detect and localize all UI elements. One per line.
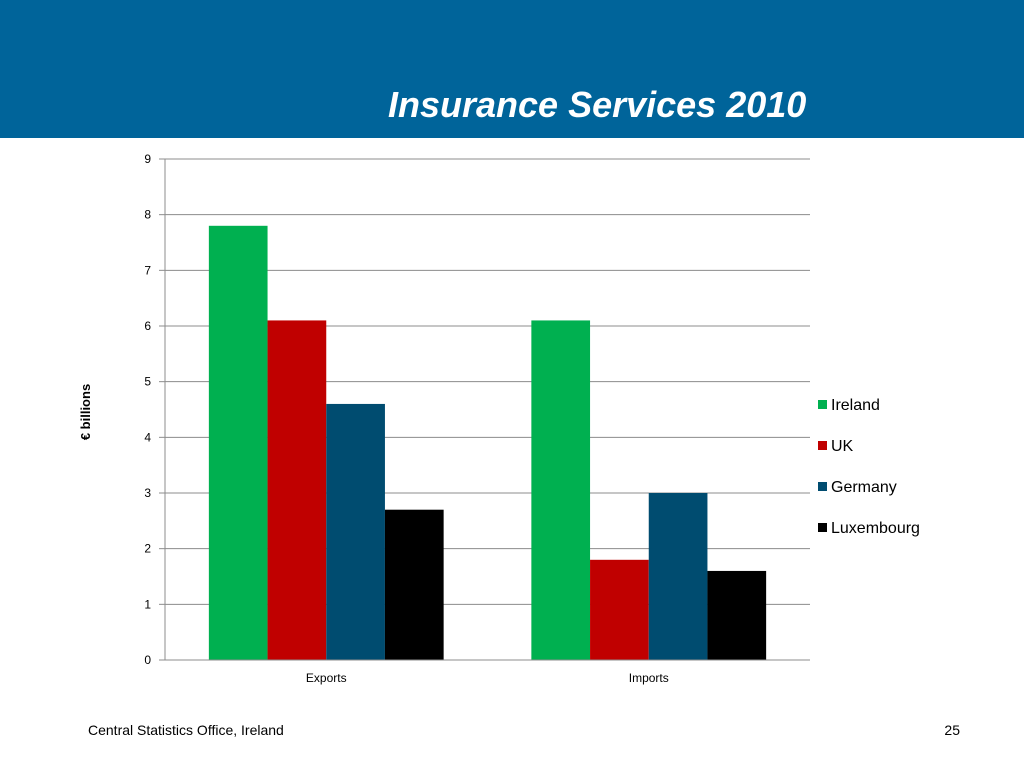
y-tick-label: 2	[144, 542, 151, 556]
legend-label-germany: Germany	[831, 479, 897, 496]
y-tick-label: 3	[144, 486, 151, 500]
x-tick-label: Exports	[306, 671, 347, 685]
legend-label-uk: UK	[831, 438, 854, 455]
slide-title: Insurance Services 2010	[388, 84, 807, 125]
x-tick-label: Imports	[629, 671, 669, 685]
bar-uk-imports	[590, 559, 649, 660]
y-axis-label: € billions	[78, 384, 93, 440]
legend-swatch-uk	[818, 441, 827, 450]
legend-label-ireland: Ireland	[831, 397, 880, 414]
legend-swatch-luxembourg	[818, 523, 827, 532]
footer-source: Central Statistics Office, Ireland	[88, 722, 284, 738]
y-tick-label: 1	[144, 597, 151, 611]
bar-ireland-imports	[531, 320, 591, 660]
y-tick-label: 5	[144, 375, 151, 389]
bar-uk-exports	[267, 320, 327, 660]
y-tick-label: 8	[144, 208, 151, 222]
y-tick-label: 6	[144, 319, 151, 333]
page-number: 25	[944, 722, 960, 738]
bar-germany-exports	[326, 403, 385, 660]
y-tick-label: 0	[144, 653, 151, 667]
y-tick-label: 4	[144, 430, 151, 444]
y-tick-label: 7	[144, 263, 151, 277]
bar-luxembourg-exports	[384, 509, 444, 660]
legend-swatch-ireland	[818, 400, 827, 409]
bar-luxembourg-imports	[707, 570, 767, 660]
title-bar	[0, 0, 1024, 138]
legend-label-luxembourg: Luxembourg	[831, 520, 920, 537]
bar-germany-imports	[648, 493, 708, 660]
legend-swatch-germany	[818, 482, 827, 491]
y-tick-label: 9	[144, 152, 151, 166]
bar-ireland-exports	[208, 225, 268, 661]
